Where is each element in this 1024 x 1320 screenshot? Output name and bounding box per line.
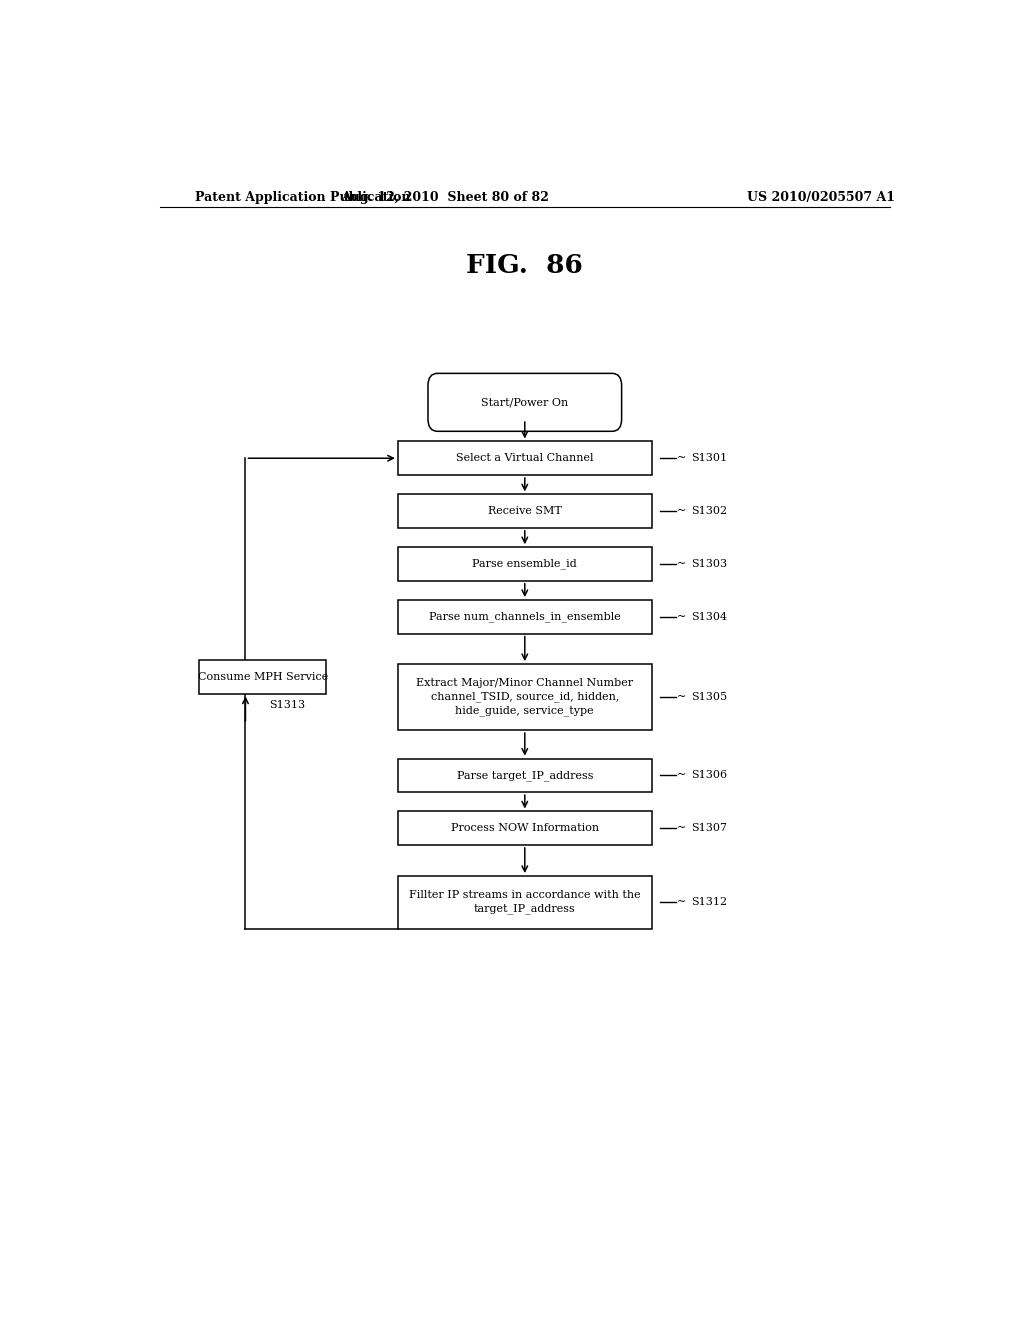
Text: S1307: S1307 [691, 824, 727, 833]
Text: S1303: S1303 [691, 558, 728, 569]
Text: ~: ~ [677, 453, 686, 463]
FancyBboxPatch shape [397, 441, 651, 475]
Text: ~: ~ [677, 611, 686, 622]
Text: Extract Major/Minor Channel Number
channel_TSID, source_id, hidden,
hide_guide, : Extract Major/Minor Channel Number chann… [416, 678, 634, 715]
Text: Process NOW Information: Process NOW Information [451, 824, 599, 833]
Text: ~: ~ [677, 824, 686, 833]
FancyBboxPatch shape [397, 601, 651, 634]
Text: ~: ~ [677, 692, 686, 702]
FancyBboxPatch shape [397, 494, 651, 528]
Text: Fillter IP streams in accordance with the
target_IP_address: Fillter IP streams in accordance with th… [409, 891, 641, 915]
Text: Start/Power On: Start/Power On [481, 397, 568, 408]
Text: ~: ~ [677, 771, 686, 780]
Text: Consume MPH Service: Consume MPH Service [198, 672, 328, 681]
Text: Parse ensemble_id: Parse ensemble_id [472, 558, 578, 569]
Text: S1304: S1304 [691, 611, 728, 622]
Text: S1302: S1302 [691, 506, 728, 516]
FancyBboxPatch shape [397, 759, 651, 792]
Text: S1313: S1313 [268, 700, 305, 710]
FancyBboxPatch shape [397, 664, 651, 730]
Text: Parse num_channels_in_ensemble: Parse num_channels_in_ensemble [429, 611, 621, 622]
Text: ~: ~ [677, 558, 686, 569]
Text: FIG.  86: FIG. 86 [466, 252, 584, 277]
FancyBboxPatch shape [200, 660, 327, 693]
Text: S1301: S1301 [691, 453, 728, 463]
Text: S1312: S1312 [691, 898, 728, 907]
Text: ~: ~ [677, 898, 686, 907]
FancyBboxPatch shape [397, 812, 651, 845]
Text: Receive SMT: Receive SMT [487, 506, 562, 516]
Text: ~: ~ [677, 506, 686, 516]
Text: Patent Application Publication: Patent Application Publication [196, 190, 411, 203]
FancyBboxPatch shape [397, 876, 651, 929]
Text: US 2010/0205507 A1: US 2010/0205507 A1 [748, 190, 895, 203]
Text: S1305: S1305 [691, 692, 728, 702]
FancyBboxPatch shape [397, 548, 651, 581]
FancyBboxPatch shape [428, 374, 622, 432]
Text: S1306: S1306 [691, 771, 728, 780]
Text: Select a Virtual Channel: Select a Virtual Channel [456, 453, 594, 463]
Text: Parse target_IP_address: Parse target_IP_address [457, 770, 593, 780]
Text: Aug. 12, 2010  Sheet 80 of 82: Aug. 12, 2010 Sheet 80 of 82 [341, 190, 550, 203]
